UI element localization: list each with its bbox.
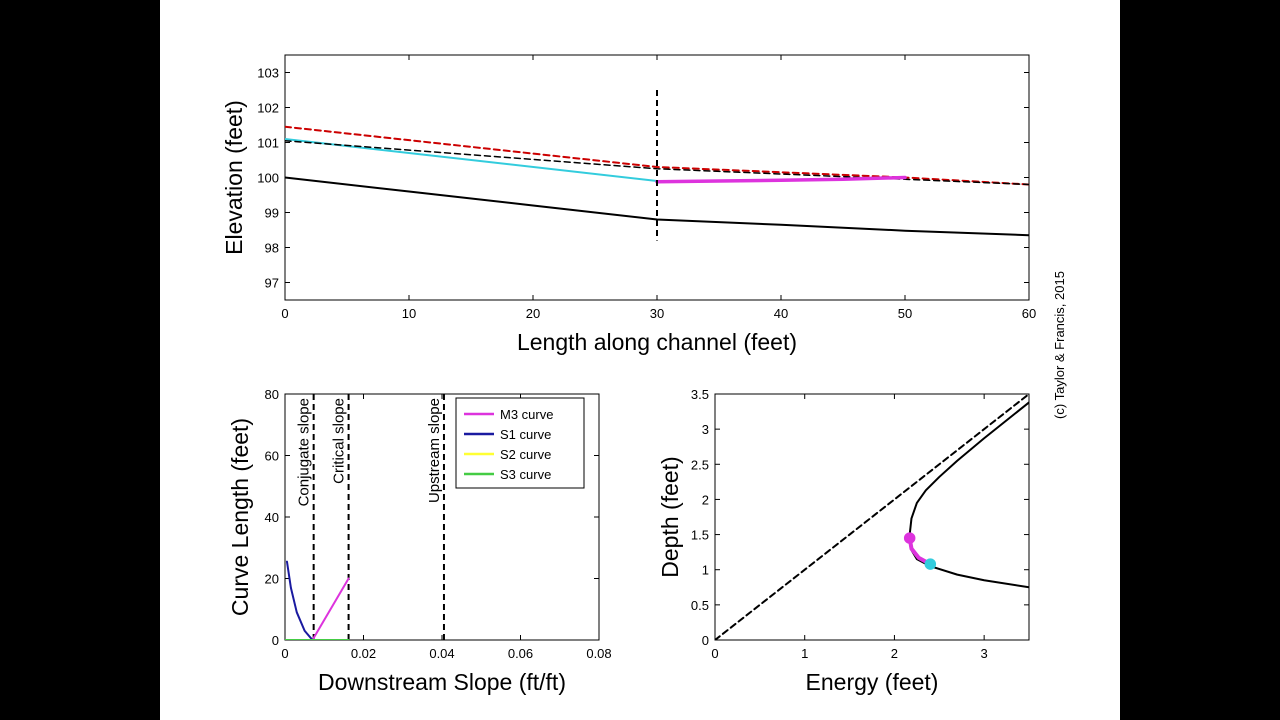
y-tick-label: 102 xyxy=(257,101,279,116)
x-axis-label: Downstream Slope (ft/ft) xyxy=(318,669,566,695)
series-line xyxy=(311,577,350,640)
series-line xyxy=(908,401,1029,589)
y-tick-label: 99 xyxy=(265,206,279,221)
plot-area xyxy=(285,125,1029,237)
x-tick-label: 2 xyxy=(891,646,898,661)
legend-entry-label: S3 curve xyxy=(500,467,551,482)
x-tick-label: 40 xyxy=(774,306,788,321)
x-tick-label: 60 xyxy=(1022,306,1036,321)
curve-length-chart: 0 0.02 0.04 0.06 0.08 0 20 40 60 80 Downstream Slo… xyxy=(227,387,612,695)
legend-entry-label: M3 curve xyxy=(500,407,553,422)
x-tick-label: 0 xyxy=(281,306,288,321)
x-tick-label: 20 xyxy=(526,306,540,321)
y-axis-label: Depth (feet) xyxy=(657,456,683,577)
specific-energy-chart: 0 1 2 3 0 0.5 1 1.5 2 2.5 3 3.5 Energy (feet) Depth (… xyxy=(657,387,1030,695)
series-line xyxy=(715,394,1029,640)
y-tick-label: 0.5 xyxy=(691,598,709,613)
x-tick-label: 10 xyxy=(402,306,416,321)
x-tick-label: 0 xyxy=(281,646,288,661)
y-tick-label: 3.5 xyxy=(691,387,709,402)
copyright-notice: (c) Taylor & Francis, 2015 xyxy=(1052,271,1067,419)
figure-frame: 0 10 20 30 40 50 60 97 98 99 100 101 102 103 Length al… xyxy=(160,0,1120,720)
y-tick-label: 97 xyxy=(265,276,279,291)
x-tick-label: 0.08 xyxy=(586,646,611,661)
y-tick-label: 0 xyxy=(272,633,279,648)
x-tick-label: 0.04 xyxy=(429,646,454,661)
slope-line-label: Conjugate slope xyxy=(296,398,313,506)
y-tick-label: 20 xyxy=(265,572,279,587)
y-axis-label: Elevation (feet) xyxy=(221,100,247,255)
series-line xyxy=(285,176,1029,237)
y-tick-label: 100 xyxy=(257,171,279,186)
state-marker xyxy=(924,558,937,570)
plot-area xyxy=(285,394,445,640)
x-axis-label: Length along channel (feet) xyxy=(517,329,797,355)
y-tick-label: 2 xyxy=(702,492,709,507)
y-axis-label: Curve Length (feet) xyxy=(227,418,253,616)
y-tick-label: 80 xyxy=(265,387,279,402)
y-tick-label: 40 xyxy=(265,510,279,525)
x-tick-label: 50 xyxy=(898,306,912,321)
x-tick-label: 1 xyxy=(801,646,808,661)
y-tick-label: 2.5 xyxy=(691,457,709,472)
y-tick-label: 3 xyxy=(702,422,709,437)
x-tick-label: 30 xyxy=(650,306,664,321)
series-line xyxy=(285,140,1029,186)
x-tick-label: 3 xyxy=(981,646,988,661)
y-tick-label: 103 xyxy=(257,66,279,81)
series-line xyxy=(285,125,1029,186)
legend-entry-label: S2 curve xyxy=(500,447,551,462)
x-tick-label: 0.06 xyxy=(508,646,533,661)
slope-line-label: Critical slope xyxy=(331,398,348,484)
state-marker xyxy=(903,532,916,544)
legend: M3 curve S1 curve S2 curve S3 curve xyxy=(455,397,585,489)
x-axis-label: Energy (feet) xyxy=(806,669,939,695)
y-tick-label: 60 xyxy=(265,449,279,464)
profile-chart: 0 10 20 30 40 50 60 97 98 99 100 101 102 103 Length al… xyxy=(221,54,1036,355)
y-tick-label: 1.5 xyxy=(691,528,709,543)
slope-line-label: Upstream slope xyxy=(426,398,443,503)
x-tick-label: 0.02 xyxy=(351,646,376,661)
y-tick-label: 101 xyxy=(257,136,279,151)
x-tick-label: 0 xyxy=(711,646,718,661)
legend-entry-label: S1 curve xyxy=(500,427,551,442)
y-tick-label: 0 xyxy=(702,633,709,648)
y-tick-label: 1 xyxy=(702,563,709,578)
y-tick-label: 98 xyxy=(265,241,279,256)
series-line xyxy=(285,560,314,640)
series-line xyxy=(655,175,907,184)
